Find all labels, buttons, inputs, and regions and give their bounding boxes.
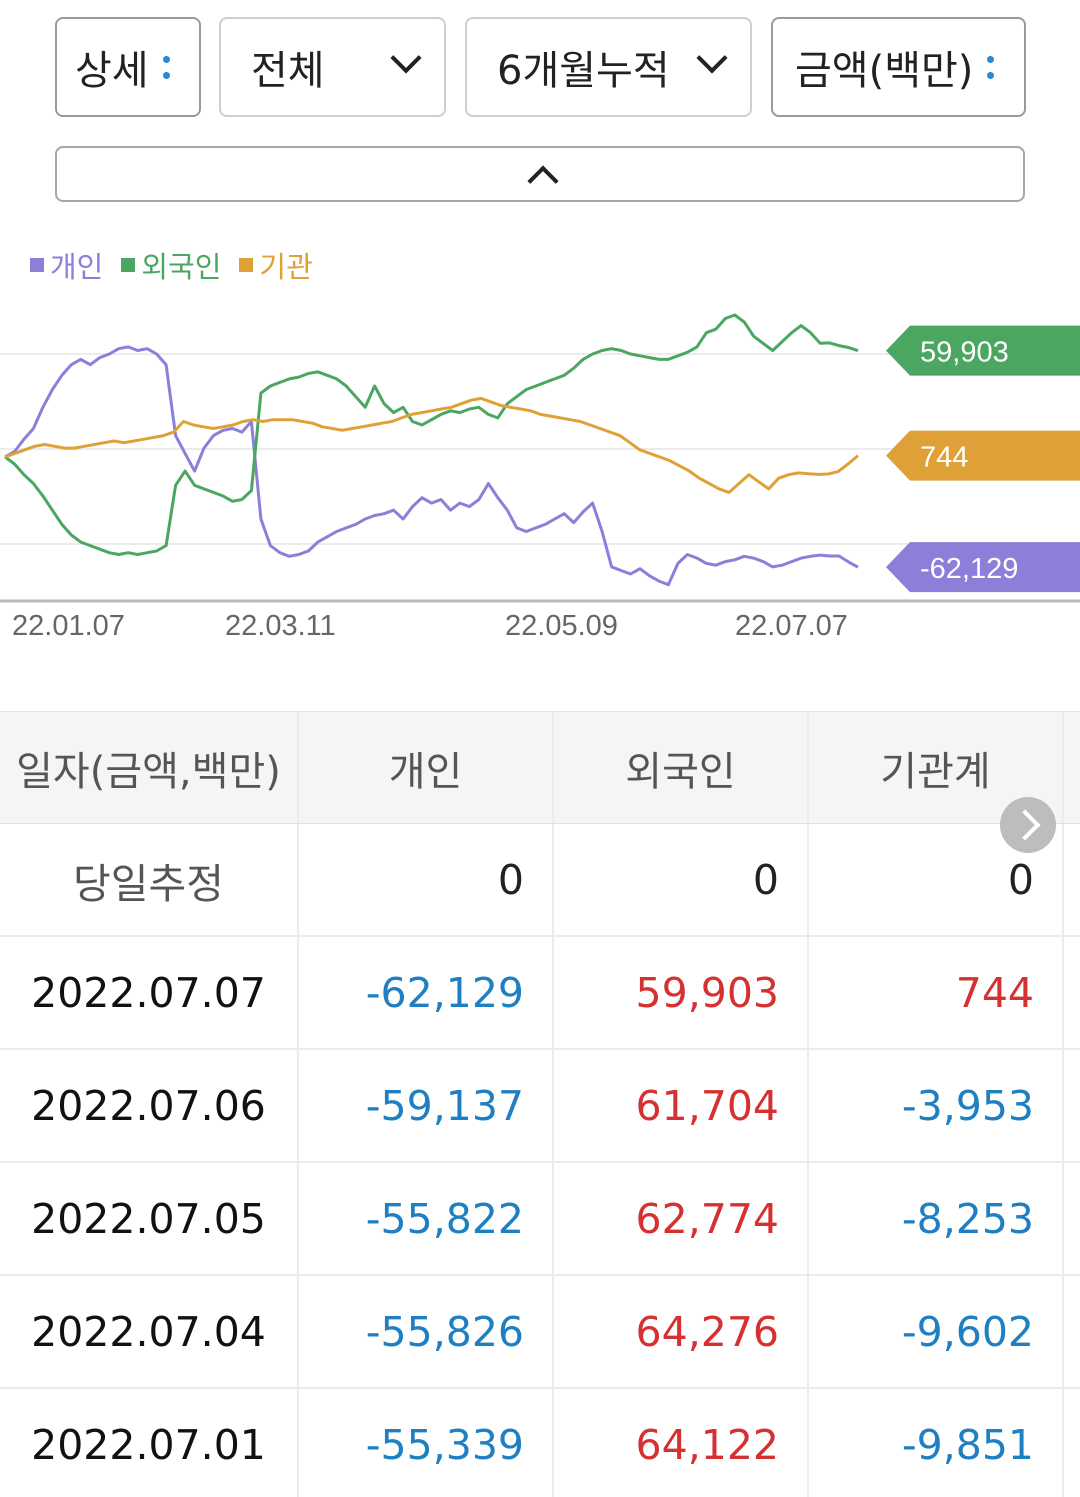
more-vertical-icon [987,55,995,79]
row-spacer [1064,1163,1080,1274]
period-select-value: 6개월누적 [497,48,670,94]
row-date: 2022.07.01 [0,1389,299,1497]
more-vertical-icon [162,55,170,79]
legend-swatch [239,258,254,272]
header-foreign: 외국인 [554,712,809,823]
legend-label: 외국인 [141,250,222,284]
header-institution: 기관계 [809,712,1064,823]
table-header: 일자(금액,백만) 개인 외국인 기관계 [0,711,1080,824]
header-spacer [1064,712,1080,823]
table-row[interactable]: 2022.07.06 -59,137 61,704 -3,953 [0,1050,1080,1163]
last-value-tag: 744 [886,430,1080,481]
value-tag-label: 59,903 [920,337,1009,369]
period-select[interactable]: 6개월누적 [465,17,752,117]
chevron-up-icon [527,165,559,197]
row-institution: 744 [809,937,1064,1048]
legend-swatch [30,258,44,272]
value-tag-background [886,542,1080,593]
row-institution: 0 [809,824,1064,935]
last-value-tag: -62,129 [886,542,1080,593]
row-institution: -9,602 [809,1276,1064,1387]
row-foreign: 0 [554,824,809,935]
row-date: 당일추정 [0,824,299,935]
chart-series [4,313,859,587]
table-body: 당일추정 0 0 0 2022.07.07 -62,129 59,903 744 2022.07… [0,824,1080,1497]
table-row[interactable]: 2022.07.07 -62,129 59,903 744 [0,937,1080,1050]
series-line-1 [4,313,859,556]
row-individual: -59,137 [299,1050,554,1161]
legend-label: 개인 [50,250,104,284]
chevron-down-icon [696,42,728,74]
value-tag-label: -62,129 [920,553,1018,585]
chart-value-tags: -62,129 59,903 744 [886,325,1080,593]
row-date: 2022.07.07 [0,937,299,1048]
row-foreign: 62,774 [554,1163,809,1274]
table-row[interactable]: 당일추정 0 0 0 [0,824,1080,937]
value-tag-label: 744 [920,442,968,474]
row-date: 2022.07.05 [0,1163,299,1274]
header-individual: 개인 [299,712,554,823]
row-institution: -3,953 [809,1050,1064,1161]
row-foreign: 64,276 [554,1276,809,1387]
legend-item-foreign: 외국인 [121,244,221,286]
investor-table: 일자(금액,백만) 개인 외국인 기관계 당일추정 0 0 0 2022.07.07 -6… [0,711,1080,1497]
row-spacer [1064,1389,1080,1497]
row-institution: -8,253 [809,1163,1064,1274]
last-value-tag: 59,903 [886,325,1080,376]
row-individual: -55,339 [299,1389,554,1497]
unit-label: 금액(백만) [795,48,974,94]
series-line-2 [4,396,859,494]
market-select[interactable]: 전체 [219,17,446,117]
row-institution: -9,851 [809,1389,1064,1497]
x-tick-label: 22.05.09 [505,610,618,642]
table-row[interactable]: 2022.07.05 -55,822 62,774 -8,253 [0,1163,1080,1276]
row-spacer [1064,824,1080,935]
detail-menu-button[interactable]: 상세 [55,17,201,117]
x-tick-label: 22.01.07 [12,610,125,642]
row-date: 2022.07.04 [0,1276,299,1387]
chart-legend: 개인 외국인 기관 [30,244,313,286]
row-spacer [1064,937,1080,1048]
row-spacer [1064,1276,1080,1387]
detail-label: 상세 [75,48,149,94]
investor-trend-chart: -62,129 59,903 744 22.01.07 22.03.11 22.05.0… [0,313,1080,642]
scroll-right-button[interactable] [1000,797,1056,853]
legend-swatch [121,258,136,272]
legend-item-institution: 기관 [239,244,313,286]
row-foreign: 61,704 [554,1050,809,1161]
row-individual: 0 [299,824,554,935]
row-date: 2022.07.06 [0,1050,299,1161]
row-spacer [1064,1050,1080,1161]
x-tick-label: 22.03.11 [225,610,336,642]
market-select-value: 전체 [251,48,325,94]
table-row[interactable]: 2022.07.01 -55,339 64,122 -9,851 [0,1389,1080,1497]
legend-item-individual: 개인 [30,244,103,286]
collapse-chart-button[interactable] [55,146,1025,202]
table-row[interactable]: 2022.07.04 -55,826 64,276 -9,602 [0,1276,1080,1389]
x-axis-ticks: 22.01.07 22.03.11 22.05.09 22.07.07 [12,610,848,642]
chevron-down-icon [390,42,422,74]
row-individual: -55,826 [299,1276,554,1387]
header-date: 일자(금액,백만) [0,712,299,823]
series-line-0 [4,345,859,587]
x-tick-label: 22.07.07 [735,610,848,642]
row-individual: -62,129 [299,937,554,1048]
filter-bar: 상세 전체 6개월누적 금액(백만) [0,0,1080,130]
unit-menu-button[interactable]: 금액(백만) [771,17,1026,117]
row-foreign: 64,122 [554,1389,809,1497]
legend-label: 기관 [259,250,313,284]
row-foreign: 59,903 [554,937,809,1048]
value-tag-background [886,325,1080,376]
row-individual: -55,822 [299,1163,554,1274]
value-tag-background [886,430,1080,481]
